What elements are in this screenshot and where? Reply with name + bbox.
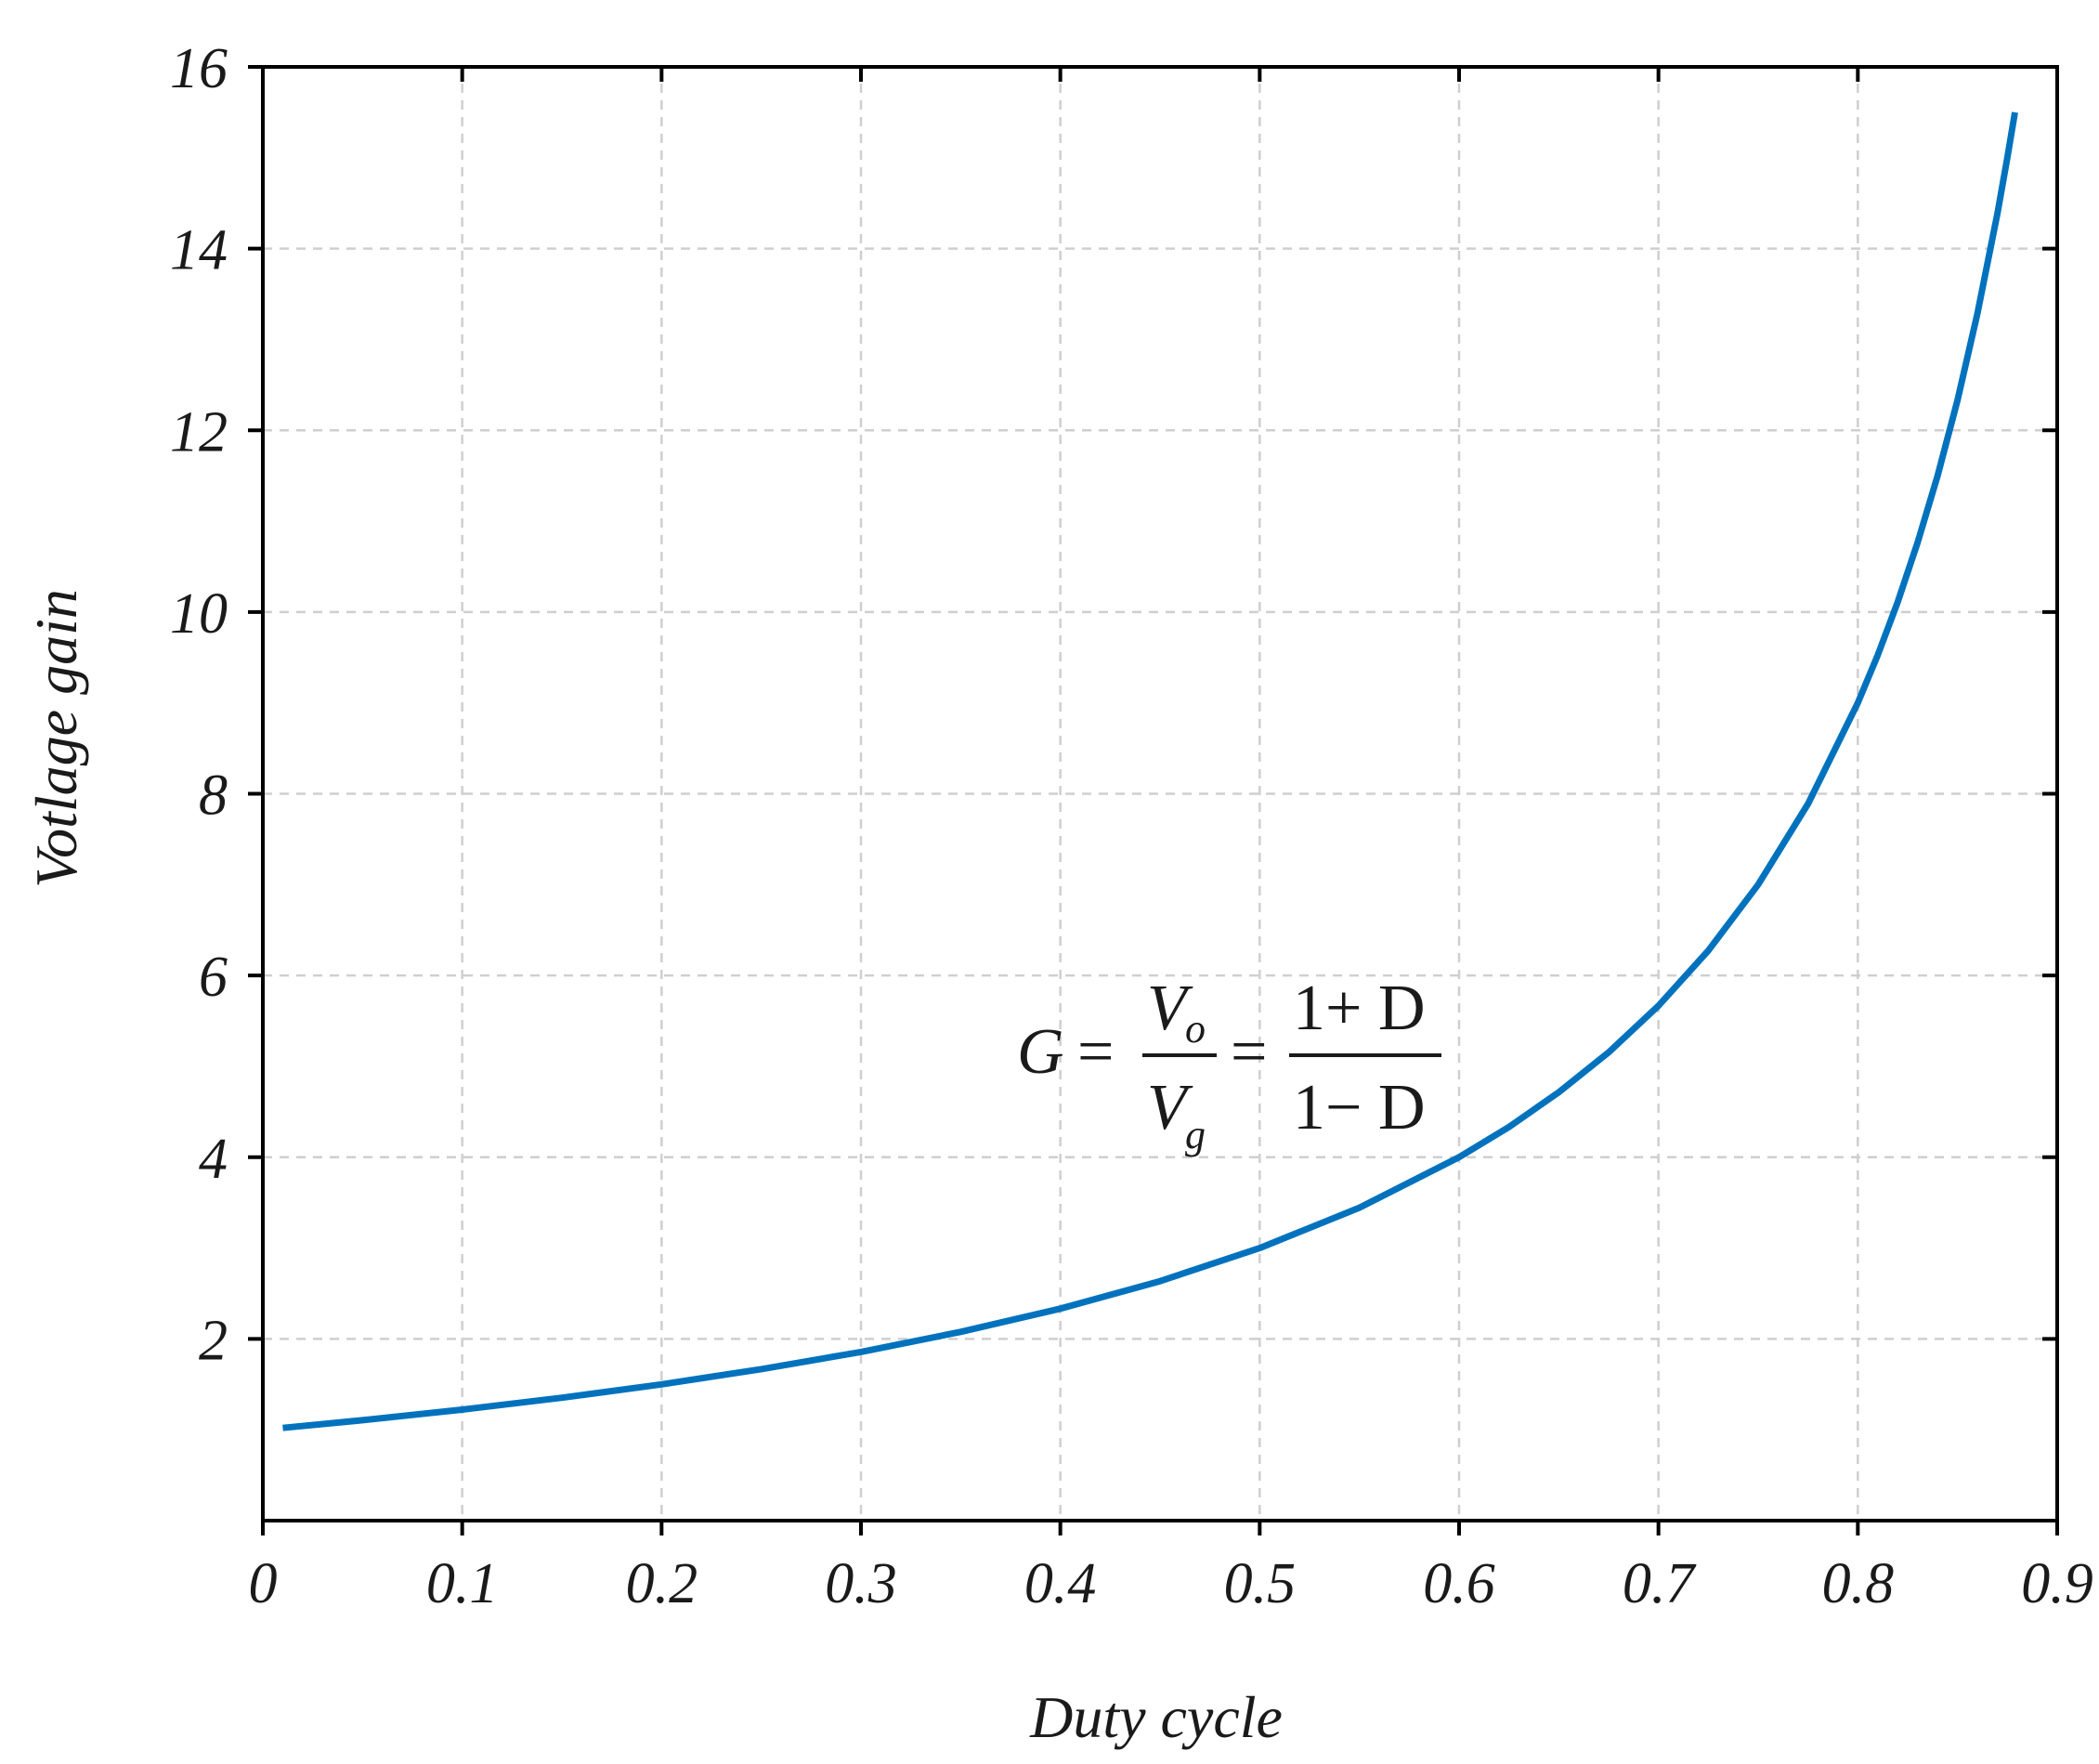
x-tick-label: 0.6 xyxy=(1423,1552,1495,1615)
y-tick-label: 12 xyxy=(170,400,228,464)
y-tick-label: 16 xyxy=(170,37,228,100)
y-tick-label: 4 xyxy=(199,1128,228,1191)
fraction1-numerator-sub: o xyxy=(1185,1006,1206,1052)
x-tick-label: 0 xyxy=(249,1552,278,1615)
fraction2-numerator: 1+ D xyxy=(1293,973,1426,1044)
x-tick-label: 0.7 xyxy=(1623,1552,1698,1615)
y-tick-label: 14 xyxy=(170,219,228,282)
x-tick-label: 0.8 xyxy=(1822,1552,1895,1615)
x-tick-label: 0.9 xyxy=(2021,1552,2093,1615)
fraction1-denominator-sub: g xyxy=(1185,1112,1206,1157)
gain-equation: G = V o V g = 1+ D 1− D xyxy=(1017,973,1441,1157)
x-tick-label: 0.2 xyxy=(626,1552,698,1615)
y-tick-label: 10 xyxy=(170,582,228,646)
equation-equals-2: = xyxy=(1231,1016,1267,1088)
equation-lhs: G xyxy=(1017,1016,1064,1088)
series-layer xyxy=(282,111,2018,1431)
grid-lines xyxy=(263,67,2057,1521)
x-axis-title: Duty cycle xyxy=(1029,1684,1283,1750)
equation-equals-1: = xyxy=(1077,1016,1114,1088)
fraction1-denominator: V xyxy=(1147,1072,1193,1143)
x-tick-label: 0.4 xyxy=(1024,1552,1097,1615)
axis-ticks xyxy=(248,65,2059,1535)
y-axis-title: Votlage gain xyxy=(23,589,89,888)
gain-curve xyxy=(282,111,2018,1431)
x-tick-label: 0.3 xyxy=(825,1552,897,1615)
fraction2-denominator: 1− D xyxy=(1293,1072,1426,1143)
y-tick-label: 6 xyxy=(199,946,228,1009)
x-tick-label: 0.1 xyxy=(426,1552,499,1615)
fraction1-numerator: V xyxy=(1147,973,1193,1044)
x-tick-label: 0.5 xyxy=(1224,1552,1297,1615)
y-tick-label: 2 xyxy=(199,1309,228,1372)
y-tick-label: 8 xyxy=(199,764,228,828)
y-tick-labels: 2 4 6 8 10 12 14 16 xyxy=(170,37,228,1372)
x-tick-labels: 0 0.1 0.2 0.3 0.4 0.5 0.6 0.7 0.8 0.9 xyxy=(249,1552,2093,1615)
